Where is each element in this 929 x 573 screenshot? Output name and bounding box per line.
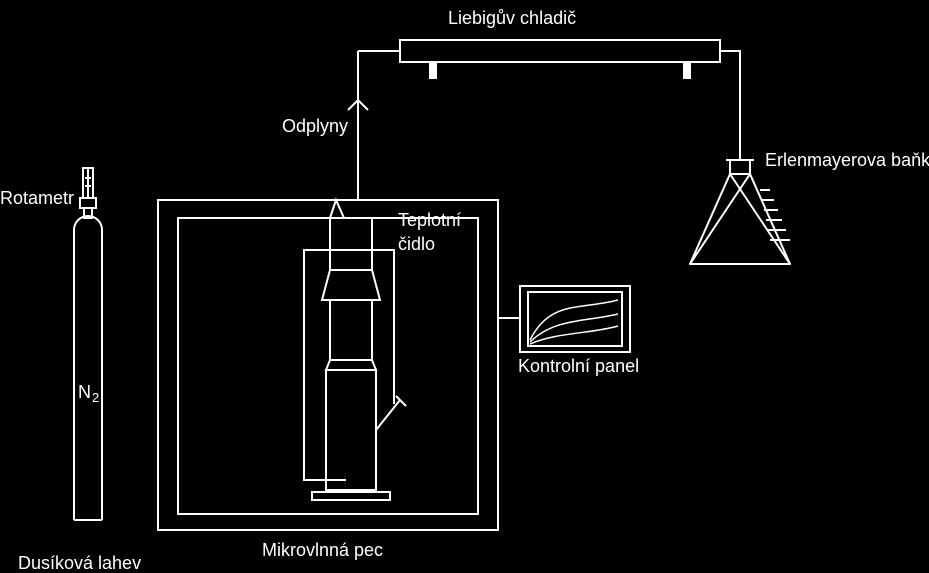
label-rotametr: Rotametr: [0, 188, 74, 209]
label-n2-sub: 2: [92, 390, 99, 405]
label-mikrovlnna: Mikrovlnná pec: [262, 540, 383, 561]
label-teplotni1: Teplotní: [398, 210, 461, 231]
label-erlenmeyer: Erlenmayerova baňka: [765, 150, 929, 171]
label-odplyny: Odplyny: [282, 116, 348, 137]
label-dusikova: Dusíková lahev: [18, 553, 141, 573]
label-kontrolni: Kontrolní panel: [518, 356, 639, 377]
apparatus-diagram: [0, 0, 929, 573]
label-liebig: Liebigův chladič: [448, 8, 576, 29]
label-teplotni2: čidlo: [398, 234, 435, 255]
label-n2: N: [78, 382, 91, 403]
